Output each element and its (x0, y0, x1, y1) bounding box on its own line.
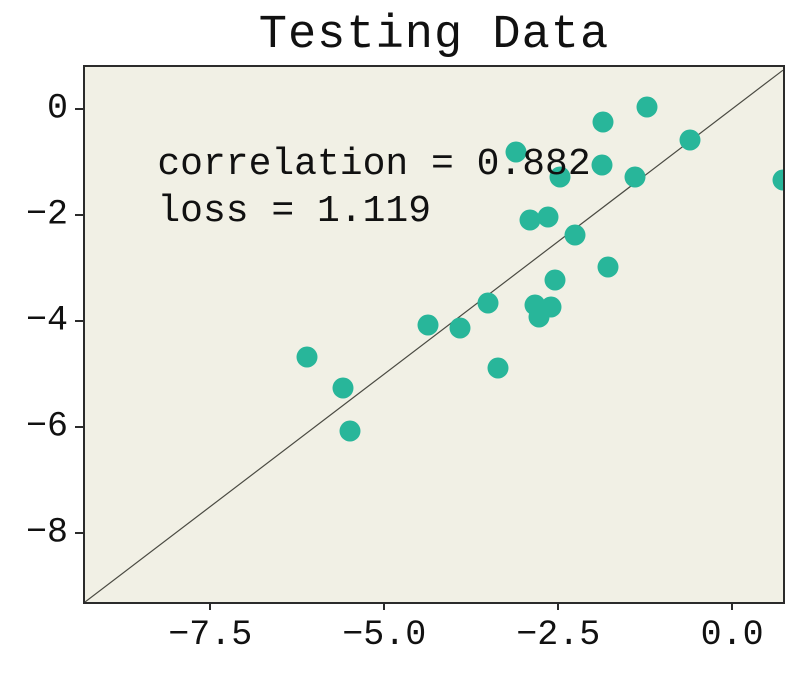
y-tick-mark (75, 426, 83, 429)
x-tick-label: −7.5 (168, 615, 253, 655)
scatter-dot (544, 269, 566, 291)
scatter-dot (537, 206, 559, 228)
scatter-dot (296, 346, 318, 368)
scatter-dot (592, 111, 614, 133)
scatter-dot (487, 357, 509, 379)
scatter-dot (597, 256, 619, 278)
scatter-dot (528, 306, 550, 328)
scatter-dot (505, 141, 527, 163)
scatter-dot (624, 166, 646, 188)
x-tick-mark (209, 602, 212, 610)
annotation-loss: loss = 1.119 (157, 189, 432, 233)
scatter-dot (636, 96, 658, 118)
y-tick-label: 0 (46, 88, 68, 129)
y-tick-mark (75, 319, 83, 322)
y-tick-label: −6 (25, 406, 68, 447)
y-tick-mark (75, 107, 83, 110)
axes: correlation = 0.882 loss = 1.119 (83, 65, 785, 604)
x-tick-label: −2.5 (516, 615, 601, 655)
identity-line-layer (85, 69, 783, 602)
scatter-dot (332, 377, 354, 399)
y-tick-label: −2 (25, 194, 68, 235)
y-tick-mark (75, 213, 83, 216)
y-tick-label: −4 (25, 300, 68, 341)
scatter-dot (449, 317, 471, 339)
scatter-dot (679, 129, 701, 151)
scatter-dot (549, 166, 571, 188)
x-tick-label: −5.0 (342, 615, 427, 655)
scatter-dot (772, 169, 783, 191)
y-tick-mark (75, 532, 83, 535)
chart-title: Testing Data (258, 9, 610, 62)
x-tick-mark (731, 602, 734, 610)
y-tick-label: −8 (25, 512, 68, 553)
scatter-dot (591, 154, 613, 176)
annotation-correlation: correlation = 0.882 (157, 143, 591, 187)
scatter-dot (477, 292, 499, 314)
scatter-dot (339, 420, 361, 442)
x-tick-label: 0.0 (700, 615, 764, 655)
x-tick-mark (557, 602, 560, 610)
identity-line (85, 69, 783, 602)
scatter-dot (417, 314, 439, 336)
scatter-dot (564, 224, 586, 246)
scatter-dot (519, 209, 541, 231)
x-tick-mark (383, 602, 386, 610)
